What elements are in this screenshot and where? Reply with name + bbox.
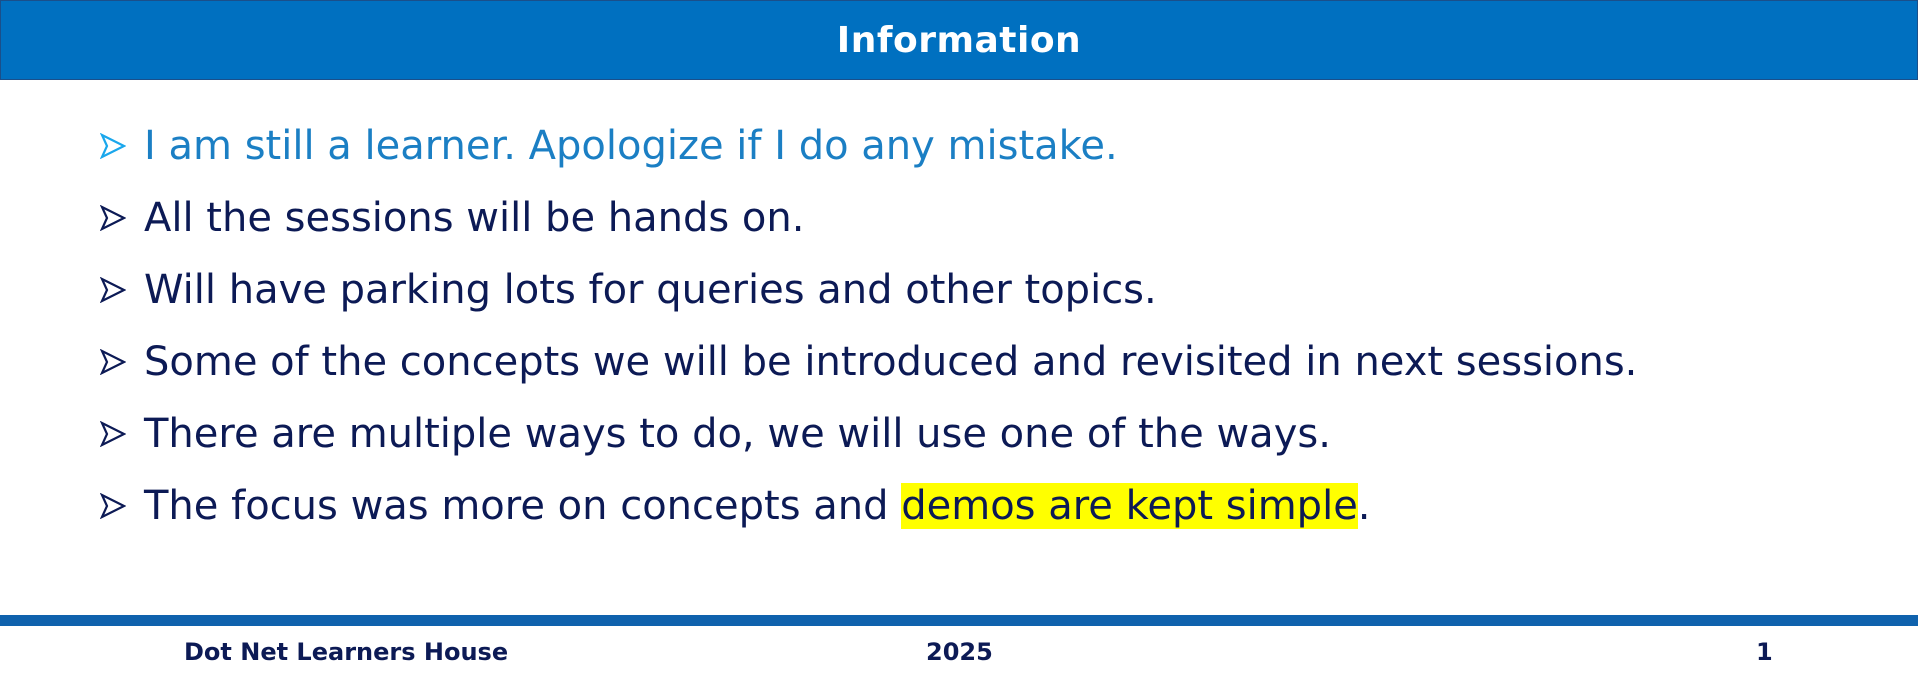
slide-title-bar: Information — [0, 0, 1918, 80]
bullet-item: I am still a learner. Apologize if I do … — [100, 110, 1637, 182]
arrow-bullet-icon — [100, 133, 126, 159]
bullet-text: All the sessions will be hands on. — [144, 195, 805, 241]
bullet-item: The focus was more on concepts and demos… — [100, 470, 1637, 542]
arrow-bullet-icon — [100, 277, 126, 303]
arrow-bullet-icon — [100, 349, 126, 375]
bullet-item: All the sessions will be hands on. — [100, 182, 1637, 254]
arrow-bullet-icon — [100, 421, 126, 447]
highlighted-text: demos are kept simple — [901, 483, 1358, 529]
bullet-item: There are multiple ways to do, we will u… — [100, 398, 1637, 470]
bullet-text-after: . — [1357, 483, 1371, 529]
bullet-text: The focus was more on concepts and demos… — [144, 483, 1371, 529]
bullet-item: Will have parking lots for queries and o… — [100, 254, 1637, 326]
bullet-text: I am still a learner. Apologize if I do … — [144, 123, 1118, 169]
arrow-bullet-icon — [100, 493, 126, 519]
slide-number: 1 — [1756, 638, 1773, 666]
bullet-text: Some of the concepts we will be introduc… — [144, 339, 1638, 385]
bullet-text: There are multiple ways to do, we will u… — [144, 411, 1331, 457]
bullet-text: Will have parking lots for queries and o… — [144, 267, 1157, 313]
bullet-list: I am still a learner. Apologize if I do … — [100, 110, 1637, 542]
bullet-text-before: The focus was more on concepts and — [144, 483, 902, 529]
footer-year: 2025 — [926, 638, 993, 666]
bullet-item: Some of the concepts we will be introduc… — [100, 326, 1637, 398]
footer-divider — [0, 615, 1918, 626]
footer-organization: Dot Net Learners House — [184, 638, 509, 666]
arrow-bullet-icon — [100, 205, 126, 231]
slide-title: Information — [836, 19, 1082, 61]
